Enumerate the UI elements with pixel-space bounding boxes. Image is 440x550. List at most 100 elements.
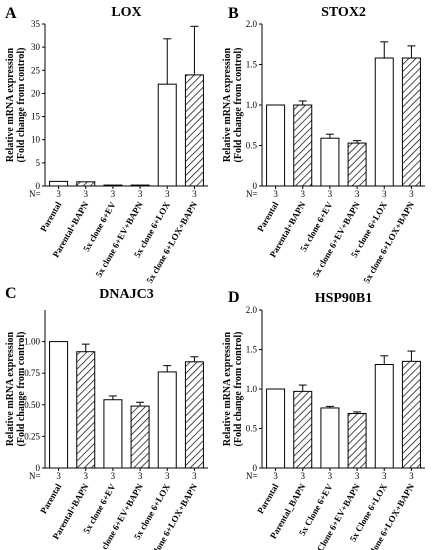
bar — [347, 412, 367, 469]
y-tick-label: 5 — [36, 158, 41, 168]
bar — [374, 57, 394, 187]
n-count: 3 — [328, 189, 333, 199]
y-tick-label: 25 — [31, 65, 41, 75]
panel-letter: C — [5, 285, 17, 302]
n-count: 3 — [382, 471, 387, 481]
bar — [347, 142, 367, 187]
bar — [293, 104, 313, 187]
n-count: 3 — [301, 471, 306, 481]
y-tick-label: 0 — [253, 181, 258, 191]
bar — [157, 83, 177, 187]
category-label: Parental — [38, 200, 63, 234]
bar — [130, 405, 150, 469]
y-axis-label: (Fold change from control) — [16, 48, 27, 163]
y-tick-label: 1.5 — [246, 345, 258, 355]
y-axis-label: (Fold change from control) — [233, 332, 244, 447]
y-tick-label: 0 — [36, 463, 41, 473]
n-label: N= — [29, 189, 41, 199]
y-tick-label: 30 — [31, 42, 41, 52]
chart-panel-a: A LOX 0 5 10 15 20 25 30 35 Relative mRNA expressi… — [5, 5, 208, 285]
n-count: 3 — [56, 189, 61, 199]
n-count: 3 — [165, 471, 170, 481]
chart-title: DNAJC3 — [99, 287, 153, 302]
bar — [401, 360, 421, 469]
n-count: 3 — [273, 471, 278, 481]
n-label: N= — [246, 471, 258, 481]
y-tick-label: 0.50 — [24, 400, 40, 410]
n-count: 3 — [273, 189, 278, 199]
y-tick-label: 15 — [31, 112, 41, 122]
bar — [49, 341, 69, 469]
chart-title: STOX2 — [321, 5, 366, 20]
bar — [184, 74, 204, 187]
bar — [130, 184, 150, 187]
y-tick-label: 1.0 — [246, 100, 258, 110]
n-count: 3 — [84, 189, 89, 199]
n-count: 3 — [382, 189, 387, 199]
y-axis-label: Relative mRNA expression — [222, 47, 233, 162]
y-tick-label: 35 — [31, 19, 41, 29]
n-count: 3 — [192, 189, 197, 199]
y-tick-label: 2.0 — [246, 19, 258, 29]
n-count: 3 — [301, 189, 306, 199]
bar — [401, 57, 421, 187]
y-tick-label: 1.0 — [246, 384, 258, 394]
panel-letter: A — [5, 5, 17, 22]
y-axis-label: Relative mRNA expression — [222, 331, 233, 446]
bar — [157, 371, 177, 469]
y-tick-label: 0.25 — [24, 431, 40, 441]
n-count: 3 — [165, 189, 170, 199]
n-label: N= — [246, 189, 258, 199]
category-label: Parental — [255, 200, 280, 234]
y-tick-label: 10 — [31, 135, 41, 145]
n-count: 3 — [111, 471, 116, 481]
y-tick-label: 0.5 — [246, 141, 258, 151]
bar — [103, 184, 123, 187]
n-count: 3 — [355, 471, 360, 481]
bar — [49, 180, 69, 187]
y-axis-label: Relative mRNA expression — [5, 331, 16, 446]
n-count: 3 — [138, 471, 143, 481]
n-count: 3 — [138, 189, 143, 199]
category-label: Parental — [255, 482, 280, 516]
chart-panel-c: C DNAJC3 0 0.25 0.50 0.75 1.00 Relative mRNA ex… — [5, 285, 208, 550]
n-count: 3 — [355, 189, 360, 199]
bar — [76, 181, 96, 187]
y-tick-label: 1.00 — [24, 337, 40, 347]
y-tick-label: 20 — [31, 88, 41, 98]
n-count: 3 — [84, 471, 89, 481]
category-label: 5x clone 6+LOX+BAPN — [361, 200, 416, 285]
bar — [76, 351, 96, 469]
bar — [320, 407, 340, 469]
y-tick-label: 0 — [253, 463, 258, 473]
chart-panel-d: D HSP90B1 0 0.5 1.0 1.5 2.0 Relative mRNA expre… — [222, 289, 425, 550]
panel-letter: D — [228, 289, 240, 306]
n-count: 3 — [409, 189, 414, 199]
bar — [184, 361, 204, 469]
y-tick-label: 0.5 — [246, 424, 258, 434]
y-axis-label: Relative mRNA expression — [5, 47, 16, 162]
n-count: 3 — [56, 471, 61, 481]
y-tick-label: 0 — [36, 181, 41, 191]
bar — [374, 364, 394, 469]
category-label: 5x clone 6+LOX+BAPN — [144, 200, 199, 285]
panel-letter: B — [228, 5, 239, 22]
chart-title: HSP90B1 — [315, 291, 373, 306]
category-label: Parental — [38, 482, 63, 516]
y-tick-label: 1.5 — [246, 60, 258, 70]
chart-panel-b: B STOX2 0 0.5 1.0 1.5 2.0 Relative mRNA express… — [222, 5, 425, 285]
y-tick-label: 0.75 — [24, 368, 40, 378]
bar — [266, 104, 286, 187]
n-count: 3 — [409, 471, 414, 481]
n-count: 3 — [328, 471, 333, 481]
y-axis-label: (Fold change from control) — [16, 332, 27, 447]
n-label: N= — [29, 471, 41, 481]
n-count: 3 — [192, 471, 197, 481]
chart-title: LOX — [111, 5, 141, 20]
bar — [266, 388, 286, 469]
n-count: 3 — [111, 189, 116, 199]
y-tick-label: 2.0 — [246, 305, 258, 315]
bar — [320, 137, 340, 187]
bar — [103, 399, 123, 469]
